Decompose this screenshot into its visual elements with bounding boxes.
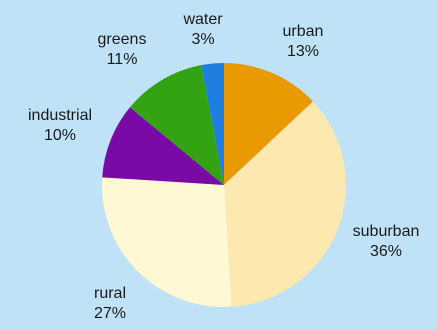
slice-value-urban: 13% — [287, 43, 319, 60]
pie-slice-rural — [101, 177, 232, 308]
slice-value-rural: 27% — [94, 305, 126, 322]
slice-value-greens: 11% — [107, 51, 138, 68]
slice-label-water: water — [182, 11, 223, 28]
slice-value-water: 3% — [191, 31, 214, 48]
slice-value-suburban: 36% — [370, 243, 402, 260]
slice-label-rural: rural — [94, 285, 126, 302]
slice-label-suburban: suburban — [353, 223, 420, 240]
slice-value-industrial: 10% — [44, 127, 76, 144]
slice-label-industrial: industrial — [28, 107, 92, 124]
pie-slice-water — [201, 63, 224, 185]
pie-slice-greens — [130, 65, 224, 185]
pie-slice-industrial — [102, 107, 224, 185]
slice-label-urban: urban — [283, 23, 324, 40]
pie-slice-urban — [224, 63, 313, 185]
pie-slice-suburban — [224, 101, 346, 307]
slice-label-greens: greens — [98, 31, 147, 48]
